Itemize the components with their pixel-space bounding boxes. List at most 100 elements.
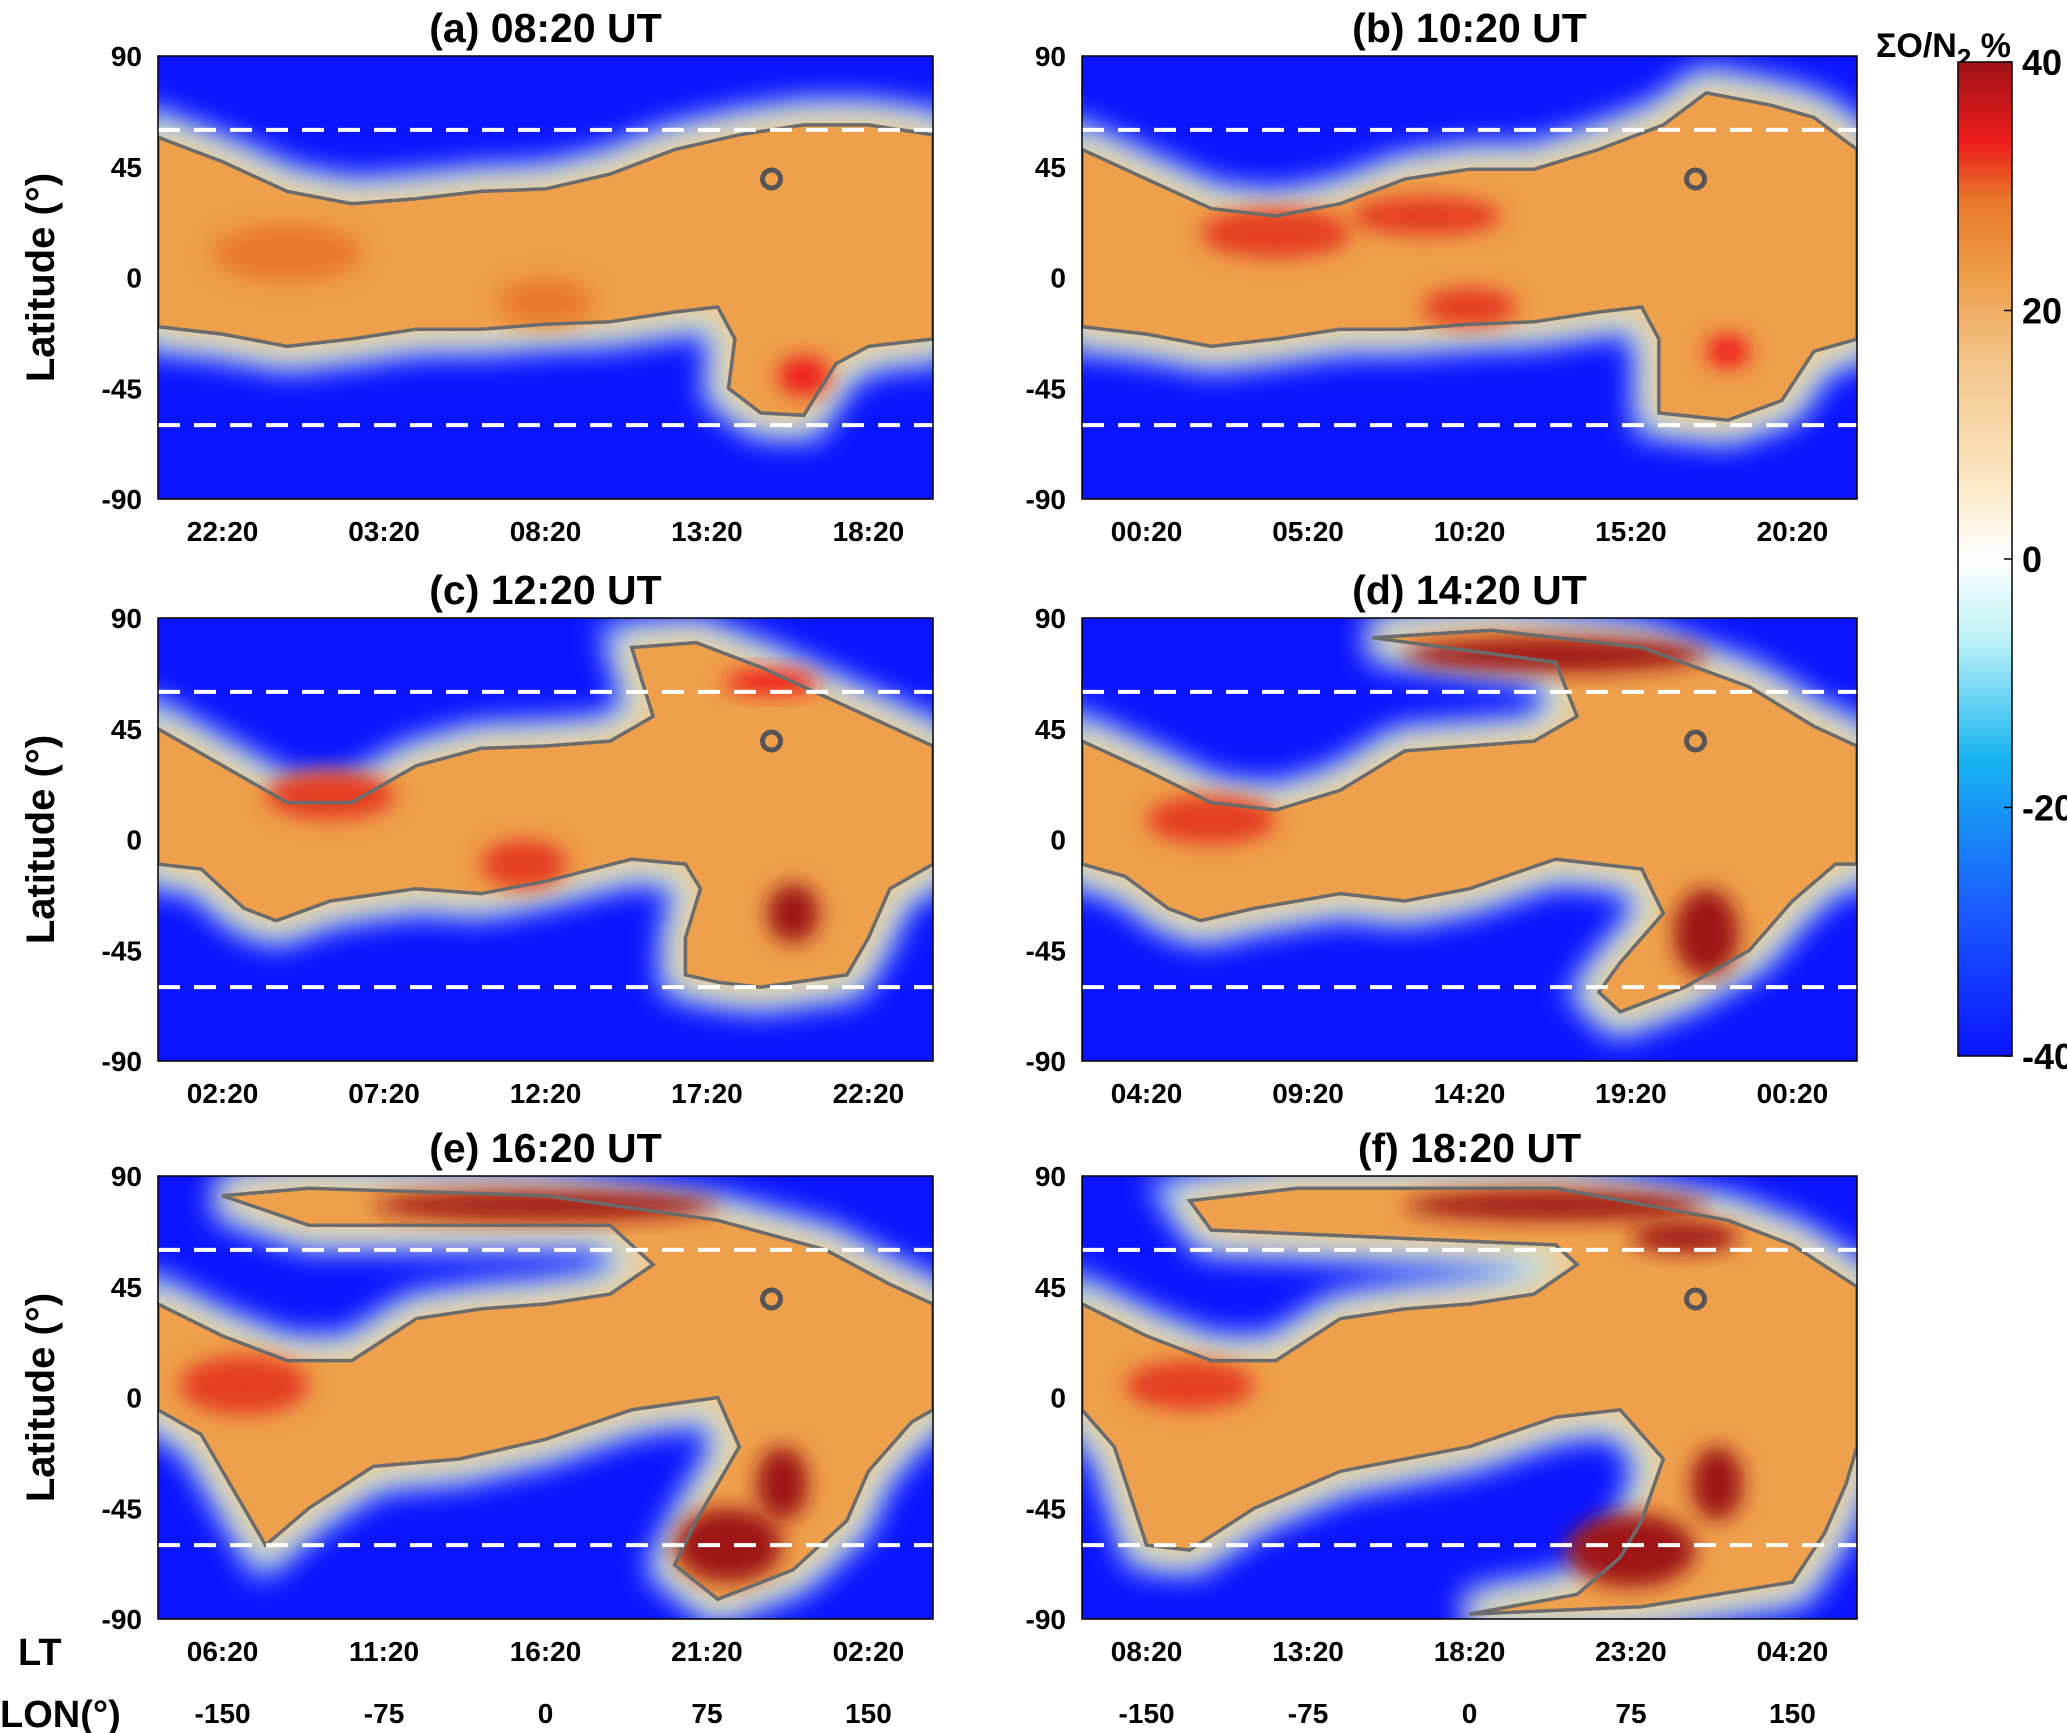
panel-5: (e) 16:20 UT 90 45 0 -45 -90 Latitude (°) 06:20… <box>19 1125 934 1729</box>
heatmap-plot-area <box>158 1176 933 1619</box>
colorbar-tick-label: 0 <box>2022 539 2042 580</box>
zero-contour <box>1082 1186 1857 1616</box>
panel-frame <box>157 1175 934 1620</box>
lon-tick-label: -150 <box>1119 1698 1175 1729</box>
lon-tick-label: 75 <box>691 1698 722 1729</box>
panel-frame <box>157 617 934 1062</box>
lat-tick-label: 90 <box>111 1161 142 1192</box>
lt-tick-label: 10:20 <box>1434 516 1506 547</box>
lt-tick-label: 19:20 <box>1595 1078 1667 1109</box>
lon-tick-label: 150 <box>845 1698 892 1729</box>
lat-tick-label: -45 <box>1026 373 1066 404</box>
panel-6: (f) 18:20 UT 90 45 0 -45 -90 08:20 13:20 18:20 23… <box>1026 1125 1858 1729</box>
panel-frame <box>1081 1175 1858 1620</box>
lat-tick-label: 0 <box>1050 1383 1066 1414</box>
enhancement-2 <box>498 277 593 327</box>
heatmap-plot-area <box>1082 56 1857 499</box>
lat-tick-label: 45 <box>111 1272 142 1303</box>
lt-tick-label: 07:20 <box>348 1078 420 1109</box>
lat-tick-label: 90 <box>111 603 142 634</box>
lat-tick-label: 90 <box>1035 603 1066 634</box>
lt-tick-label: 22:20 <box>833 1078 905 1109</box>
lt-tick-label: 00:20 <box>1757 1078 1829 1109</box>
lt-tick-label: 17:20 <box>671 1078 743 1109</box>
station-marker <box>1684 729 1708 753</box>
colorbar-ticks: 40 20 0 -20 -40 <box>2004 42 2067 1077</box>
colorbar-tick-label: -20 <box>2022 788 2067 829</box>
lat-tick-label: -45 <box>1026 1493 1066 1524</box>
lat-tick-label: 45 <box>111 714 142 745</box>
lt-tick-label: 14:20 <box>1434 1078 1506 1109</box>
lat-tick-label: -90 <box>102 484 142 515</box>
heatmap-plot-area <box>158 56 933 499</box>
x-axis-row-labels: LT LON(°) <box>0 1632 121 1733</box>
enhancement-3 <box>756 1446 809 1521</box>
zero-contour <box>1082 91 1857 422</box>
colorbar-tick-label: 40 <box>2022 42 2062 83</box>
heatmap-plot-area <box>1082 618 1857 1061</box>
enhancement-3 <box>1422 287 1517 327</box>
station-marker <box>1684 1287 1708 1311</box>
positive-region <box>158 1188 933 1600</box>
enhancement-1 <box>265 770 395 820</box>
panel-frame <box>1081 55 1858 500</box>
lt-tick-label: 20:20 <box>1757 516 1829 547</box>
enhancement-2 <box>480 839 568 889</box>
lt-tick-label: 18:20 <box>1434 1636 1506 1667</box>
colorbar-gradient <box>1957 61 2013 1057</box>
panel-title: (f) 18:20 UT <box>1358 1125 1581 1171</box>
enhancement-2 <box>1351 196 1502 236</box>
panel-title: (a) 08:20 UT <box>429 5 661 51</box>
lat-tick-label: -45 <box>102 373 142 404</box>
lt-tick-label: 16:20 <box>510 1636 582 1667</box>
lt-tick-label: 00:20 <box>1111 516 1183 547</box>
lt-tick-label: 08:20 <box>510 516 582 547</box>
lt-tick-label: 15:20 <box>1595 516 1667 547</box>
lon-tick-label: -75 <box>1288 1698 1328 1729</box>
lt-tick-label: 05:20 <box>1272 516 1344 547</box>
lon-tick-label: 75 <box>1615 1698 1646 1729</box>
enhancement-2 <box>674 1508 783 1583</box>
lat-tick-label: 90 <box>111 41 142 72</box>
zero-contour <box>158 1186 933 1602</box>
lat-tick-label: 0 <box>126 263 142 294</box>
panel-title: (b) 10:20 UT <box>1352 5 1587 51</box>
heatmap-plot-area <box>1082 1176 1857 1619</box>
station-marker <box>1684 167 1708 191</box>
panel-title: (e) 16:20 UT <box>429 1125 661 1171</box>
lon-tick-label: 0 <box>1462 1698 1478 1729</box>
lat-tick-label: -45 <box>102 935 142 966</box>
lat-tick-label: -45 <box>102 1493 142 1524</box>
station-marker <box>760 729 784 753</box>
enhancement-3 <box>1566 1513 1696 1588</box>
lt-tick-label: 18:20 <box>833 516 905 547</box>
enhancement-3 <box>767 883 819 943</box>
enhancement-4 <box>1691 1446 1743 1521</box>
panel-frame <box>1081 617 1858 1062</box>
positive-region <box>1082 1188 1857 1615</box>
panel-title: (c) 12:20 UT <box>429 567 661 613</box>
lt-tick-label: 12:20 <box>510 1078 582 1109</box>
lt-tick-label: 13:20 <box>671 516 743 547</box>
heatmap-plot-area <box>158 618 933 1061</box>
lon-tick-label: 150 <box>1769 1698 1816 1729</box>
enhancement-4 <box>179 1355 309 1415</box>
lt-tick-label: 06:20 <box>187 1636 259 1667</box>
panel-frame <box>157 55 934 500</box>
station-marker <box>760 167 784 191</box>
lt-tick-label: 13:20 <box>1272 1636 1344 1667</box>
y-axis-label: Latitude (°) <box>19 1293 63 1502</box>
lat-tick-label: 0 <box>126 825 142 856</box>
lt-tick-label: 02:20 <box>187 1078 259 1109</box>
enhancement-1 <box>1200 208 1352 258</box>
enhancement-1 <box>211 223 363 283</box>
panel-3: (c) 12:20 UT 90 45 0 -45 -90 Latitude (°) 02:20… <box>19 567 934 1109</box>
lt-tick-label: 08:20 <box>1111 1636 1183 1667</box>
lat-tick-label: 0 <box>126 1383 142 1414</box>
lat-tick-label: -90 <box>1026 484 1066 515</box>
lt-tick-label: 02:20 <box>833 1636 905 1667</box>
enhancement-2 <box>1630 1222 1739 1253</box>
lt-tick-label: 04:20 <box>1111 1078 1183 1109</box>
lat-tick-label: -90 <box>102 1046 142 1077</box>
panel-1: (a) 08:20 UT 90 45 0 -45 -90 Latitude (°) 22:20… <box>19 5 934 547</box>
